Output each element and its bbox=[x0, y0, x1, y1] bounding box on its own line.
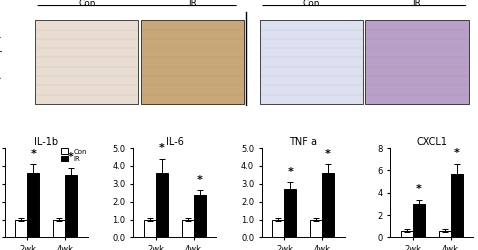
FancyBboxPatch shape bbox=[366, 20, 468, 104]
Text: *: * bbox=[416, 184, 422, 194]
Bar bbox=[182, 220, 194, 238]
Text: *: * bbox=[196, 175, 203, 185]
Bar bbox=[401, 231, 413, 237]
FancyBboxPatch shape bbox=[260, 20, 363, 104]
Bar bbox=[451, 174, 463, 238]
Bar bbox=[144, 220, 156, 238]
FancyBboxPatch shape bbox=[141, 20, 244, 104]
Bar bbox=[310, 220, 322, 238]
Legend: Con, IR: Con, IR bbox=[60, 147, 88, 164]
Bar bbox=[272, 220, 284, 238]
Text: IR: IR bbox=[188, 0, 196, 8]
Title: IL-1b: IL-1b bbox=[34, 137, 58, 147]
Text: *: * bbox=[287, 167, 293, 177]
Title: TNF a: TNF a bbox=[289, 137, 317, 147]
Bar bbox=[413, 204, 425, 238]
Bar bbox=[156, 173, 168, 238]
Text: 2 wk: 2 wk bbox=[120, 0, 143, 2]
Title: CXCL1: CXCL1 bbox=[416, 137, 447, 147]
Bar bbox=[27, 173, 40, 238]
Bar bbox=[438, 231, 451, 237]
Bar bbox=[284, 189, 296, 238]
Text: IR: IR bbox=[413, 0, 422, 8]
Text: *: * bbox=[31, 149, 36, 159]
Text: Con: Con bbox=[303, 0, 320, 8]
Text: Con: Con bbox=[78, 0, 96, 8]
Text: MPO
(neutrophil): MPO (neutrophil) bbox=[0, 34, 2, 80]
Text: *: * bbox=[68, 152, 74, 162]
Text: *: * bbox=[325, 149, 331, 159]
Bar bbox=[322, 173, 334, 238]
Bar bbox=[53, 220, 65, 238]
Text: 4 wk: 4 wk bbox=[349, 0, 372, 2]
Bar bbox=[15, 220, 27, 238]
FancyBboxPatch shape bbox=[35, 20, 138, 104]
Text: *: * bbox=[454, 148, 459, 158]
Text: *: * bbox=[159, 144, 165, 154]
Bar bbox=[65, 175, 77, 238]
Title: IL-6: IL-6 bbox=[166, 137, 184, 147]
Bar bbox=[194, 196, 206, 237]
